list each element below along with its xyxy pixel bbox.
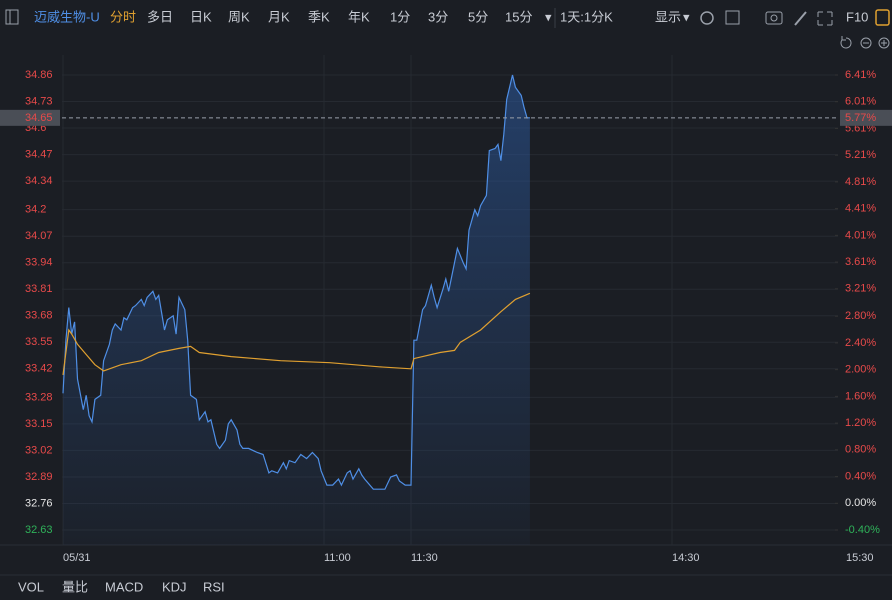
tab[interactable]: 季K xyxy=(308,9,330,24)
indicator-tab[interactable]: MACD xyxy=(105,579,143,594)
last-change-box xyxy=(840,109,892,126)
y2-tick-label: 6.41% xyxy=(845,69,876,81)
y-tick-label: 34.2 xyxy=(25,204,46,216)
tab[interactable]: 分时 xyxy=(110,9,136,24)
y-tick-label: 33.81 xyxy=(25,283,53,295)
price-line xyxy=(62,74,530,490)
x-tick-label: 14:30 xyxy=(672,552,700,564)
camera-lens xyxy=(770,14,778,22)
y2-tick-label: 0.40% xyxy=(845,470,876,482)
tab[interactable]: 5分 xyxy=(468,9,488,24)
indicator-tab[interactable]: KDJ xyxy=(162,579,187,594)
tab[interactable]: 3分 xyxy=(428,9,448,24)
y-tick-label: 34.07 xyxy=(25,230,53,242)
y-tick-label: 34.73 xyxy=(25,95,53,107)
y-tick-label: 33.02 xyxy=(25,444,53,456)
y-tick-label: 32.76 xyxy=(25,497,53,509)
tab[interactable]: 周K xyxy=(228,9,250,24)
y-tick-label: 34.47 xyxy=(25,148,53,160)
y2-tick-label: 4.81% xyxy=(845,176,876,188)
undo-icon[interactable] xyxy=(840,36,852,49)
x-tick-label: 11:00 xyxy=(324,552,351,564)
camera-icon[interactable] xyxy=(765,11,783,25)
y2-tick-label: 1.20% xyxy=(845,417,876,429)
y-tick-label: 33.68 xyxy=(25,310,53,322)
y2-tick-label: 2.00% xyxy=(845,364,876,376)
display-menu[interactable]: 显示 xyxy=(655,9,681,24)
y2-tick-label: 5.21% xyxy=(845,149,876,161)
y2-tick-label: 1.60% xyxy=(845,390,876,402)
zoom-in-plus xyxy=(881,40,887,46)
y-tick-label: 34.86 xyxy=(25,69,53,81)
price-area xyxy=(63,75,530,545)
tab[interactable]: 15分 xyxy=(505,9,532,24)
indicator-tab[interactable]: RSI xyxy=(203,579,225,594)
y2-tick-label: 3.61% xyxy=(845,256,876,268)
y-tick-label: 33.42 xyxy=(25,363,53,375)
dropdown-arrow[interactable]: ▾ xyxy=(683,9,690,24)
y2-tick-label: 2.80% xyxy=(845,310,876,322)
tab[interactable]: 日K xyxy=(190,9,212,24)
x-tick-label: 11:30 xyxy=(411,552,438,564)
y-tick-label: 33.55 xyxy=(25,336,53,348)
dropdown-arrow[interactable]: ▾ xyxy=(545,9,552,24)
zoom-out-icon[interactable] xyxy=(860,37,872,49)
checkbox-icon[interactable] xyxy=(725,10,740,25)
tab[interactable]: 年K xyxy=(348,9,370,24)
tab[interactable]: 多日 xyxy=(147,9,173,24)
draw-icon[interactable] xyxy=(794,11,807,26)
y2-tick-label: 4.01% xyxy=(845,229,876,241)
y-tick-label: 32.63 xyxy=(25,524,53,536)
y2-tick-label: 6.01% xyxy=(845,96,876,108)
last-change-label: 5.77% xyxy=(845,112,876,124)
y-tick-label: 33.28 xyxy=(25,391,53,403)
y2-tick-label: 0.80% xyxy=(845,444,876,456)
y2-tick-label: 4.41% xyxy=(845,203,876,215)
y-tick-label: 33.15 xyxy=(25,418,53,430)
average-line xyxy=(62,292,531,375)
indicator-tab[interactable]: VOL xyxy=(18,579,44,594)
y-tick-label: 33.94 xyxy=(25,257,53,269)
last-price-label: 34.65 xyxy=(25,112,53,124)
tab[interactable]: 1分 xyxy=(390,9,410,24)
fullscreen-icon[interactable] xyxy=(817,11,833,26)
f10-button[interactable]: F10 xyxy=(846,9,868,24)
indicator-tabs: VOL 量比 MACD KDJ RSI xyxy=(18,579,225,594)
sidebar-icon[interactable] xyxy=(5,9,19,25)
period[interactable]: 1天:1分K xyxy=(560,9,613,24)
y-tick-label: 34.34 xyxy=(25,175,53,187)
stock-name[interactable]: 迈威生物-U xyxy=(34,9,100,24)
x-tick-label: 05/31 xyxy=(63,552,91,564)
y2-tick-label: 0.00% xyxy=(845,497,876,509)
y2-tick-label: 2.40% xyxy=(845,337,876,349)
y-tick-label: 32.89 xyxy=(25,471,53,483)
y2-tick-label: 3.21% xyxy=(845,283,876,295)
last-price-box xyxy=(0,109,60,126)
tabs: 分时 多日 日K 周K 月K 季K 年K 1分 3分 5分 15分 xyxy=(110,9,532,24)
zoom-in-icon[interactable] xyxy=(878,37,890,49)
y2-tick-label: -0.40% xyxy=(845,524,880,536)
indicator-tab[interactable]: 量比 xyxy=(62,579,88,594)
tab[interactable]: 月K xyxy=(268,9,290,24)
layout-icon[interactable] xyxy=(875,9,890,26)
settings-icon[interactable] xyxy=(700,11,714,25)
x-tick-label: 15:30 xyxy=(846,552,874,564)
